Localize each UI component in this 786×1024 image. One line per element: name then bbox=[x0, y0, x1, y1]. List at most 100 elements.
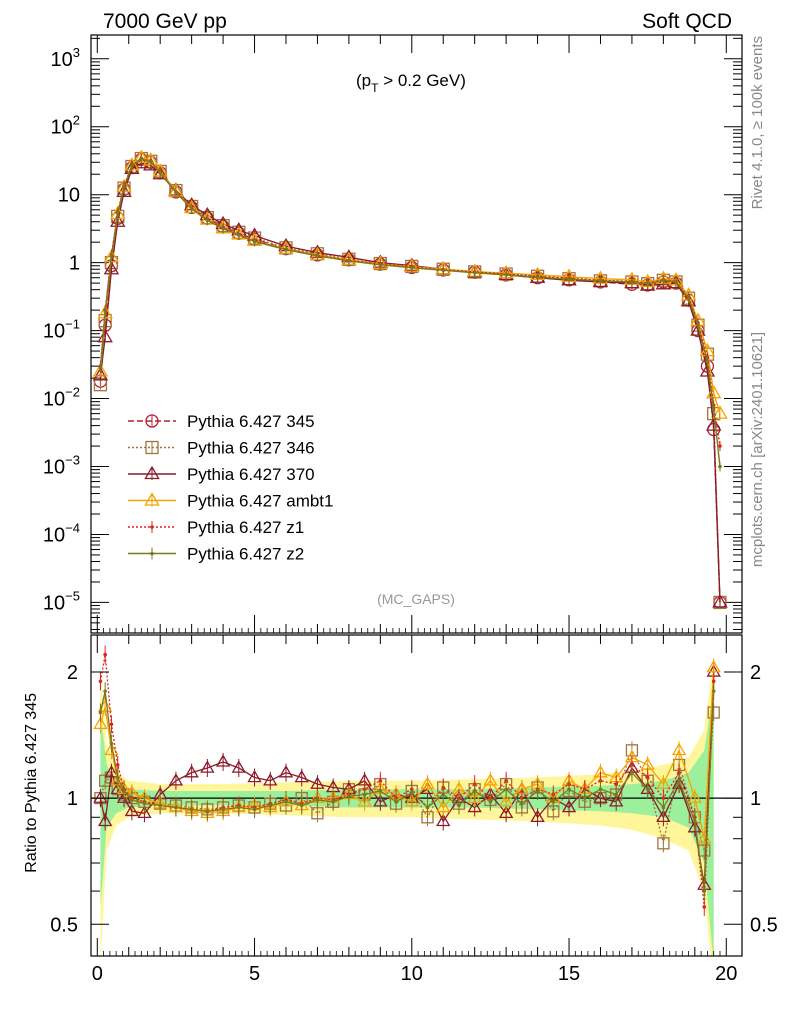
data-point-dot bbox=[504, 273, 508, 277]
data-point-dot bbox=[122, 789, 126, 793]
plot-subtitle-main: (p bbox=[356, 71, 371, 90]
data-point-dot bbox=[315, 798, 320, 802]
data-point-dot bbox=[693, 819, 697, 824]
data-point-dot bbox=[158, 170, 162, 175]
data-point-dot bbox=[299, 803, 304, 808]
data-point-dot bbox=[115, 211, 120, 216]
data-point-dot bbox=[189, 807, 194, 812]
data-point-dot bbox=[268, 803, 273, 808]
ratio-y-tick-label-right: 1 bbox=[750, 788, 761, 810]
main-y-tick-label: 103 bbox=[51, 45, 80, 71]
data-point-dot bbox=[702, 889, 707, 893]
ratio-plot-panel: 0.5 0.5 1 1 2 2 0 5 10 15 20 Ratio to Pythia 6.42… bbox=[23, 634, 778, 985]
legend-entry: Pythia 6.427 370 bbox=[128, 465, 315, 484]
data-point-dot bbox=[677, 778, 681, 783]
main-y-tick-label: 102 bbox=[51, 113, 80, 139]
data-point-dot bbox=[488, 799, 493, 804]
ratio-y-tick-label: 1 bbox=[67, 788, 78, 810]
data-point-dot bbox=[331, 799, 335, 804]
data-point-dot bbox=[378, 789, 383, 793]
main-y-tick-label-base: 10 bbox=[43, 524, 65, 546]
data-point-triangle bbox=[247, 769, 262, 783]
data-point-dot bbox=[711, 407, 716, 411]
legend-entry: Pythia 6.427 z2 bbox=[128, 545, 304, 564]
main-y-tick-label-base: 10 bbox=[43, 389, 65, 411]
main-series-2 bbox=[92, 155, 728, 608]
data-point-dot bbox=[115, 775, 120, 780]
data-point-triangle bbox=[124, 803, 140, 817]
data-point-triangle bbox=[93, 716, 108, 730]
ratio-y-tick-label-right: 2 bbox=[750, 662, 761, 684]
main-plot-frame bbox=[90, 34, 743, 634]
data-point-triangle bbox=[92, 363, 109, 377]
rivet-version-label: Rivet 4.1.0, ≥ 100k events bbox=[749, 36, 766, 209]
main-y-tick-label-exponent: −4 bbox=[65, 520, 80, 535]
data-point-dot bbox=[98, 679, 103, 684]
data-point-dot bbox=[645, 281, 650, 286]
main-y-tick-label-base: 10 bbox=[43, 457, 65, 479]
legend-label: Pythia 6.427 z1 bbox=[187, 518, 304, 537]
plot-subtitle: (pT > 0.2 GeV) bbox=[356, 71, 466, 95]
ratio-y-axis-label: Ratio to Pythia 6.427 345 bbox=[23, 693, 40, 873]
data-point-dot bbox=[504, 787, 508, 792]
data-point-triangle bbox=[110, 205, 126, 220]
data-point-dot bbox=[362, 792, 367, 797]
ratio-series-line bbox=[99, 712, 715, 851]
data-point-triangle bbox=[687, 820, 703, 833]
main-series-line bbox=[99, 158, 721, 603]
data-point-dot bbox=[252, 807, 257, 812]
legend-label: Pythia 6.427 345 bbox=[187, 412, 315, 431]
data-point-triangle bbox=[110, 213, 126, 227]
data-point-triangle bbox=[103, 261, 120, 275]
main-y-tick-label-base: 10 bbox=[58, 185, 80, 207]
x-tick-labels: 0 5 10 15 20 bbox=[92, 963, 738, 985]
main-y-tick-label-exponent: 3 bbox=[73, 45, 80, 60]
ratio-series-line bbox=[99, 690, 715, 892]
data-point-dot bbox=[686, 296, 691, 300]
data-point-triangle bbox=[483, 773, 498, 786]
data-point-dot bbox=[441, 268, 446, 273]
data-point-dot bbox=[347, 259, 351, 263]
data-point-triangle bbox=[561, 799, 577, 813]
data-point-dot bbox=[98, 710, 103, 715]
header-left-title: 7000 GeV pp bbox=[103, 10, 227, 33]
data-point-triangle bbox=[705, 384, 722, 399]
data-point-dot bbox=[394, 799, 398, 804]
data-point-dot bbox=[115, 763, 120, 767]
legend-entry: Pythia 6.427 346 bbox=[128, 439, 315, 458]
data-point-triangle bbox=[705, 417, 722, 431]
x-tick-label: 10 bbox=[401, 963, 423, 985]
data-point-dot bbox=[237, 233, 241, 237]
data-point-triangle bbox=[231, 760, 246, 773]
data-point-triangle bbox=[92, 367, 109, 381]
data-point-triangle bbox=[687, 790, 703, 803]
data-point-dot bbox=[98, 366, 103, 370]
data-point-dot bbox=[567, 787, 571, 792]
data-point-triangle bbox=[263, 773, 278, 786]
ratio-outer-band bbox=[100, 654, 714, 956]
data-point-triangle bbox=[530, 809, 545, 823]
data-point-dot bbox=[457, 803, 461, 808]
plot-subtitle-rest: > 0.2 GeV) bbox=[378, 71, 465, 90]
mcplots-label: mcplots.cern.ch [arXiv:2401.10621] bbox=[749, 332, 766, 567]
x-tick-label: 20 bbox=[715, 963, 737, 985]
data-point-dot bbox=[409, 790, 414, 795]
data-point-triangle bbox=[467, 790, 482, 803]
data-point-triangle bbox=[184, 765, 199, 778]
data-point-square bbox=[145, 440, 159, 455]
data-point-dot bbox=[103, 309, 107, 314]
data-point-dot bbox=[551, 799, 556, 804]
data-point-triangle bbox=[168, 773, 184, 786]
data-point-triangle bbox=[404, 794, 419, 807]
data-point-dot bbox=[378, 262, 383, 267]
data-point-dot bbox=[711, 689, 716, 693]
data-point-dot bbox=[661, 805, 666, 810]
legend-label: Pythia 6.427 370 bbox=[187, 465, 315, 484]
data-point-dot bbox=[130, 798, 134, 802]
main-y-tick-label: 10−3 bbox=[43, 453, 80, 479]
data-point-dot bbox=[221, 226, 225, 231]
data-point-triangle bbox=[467, 799, 482, 813]
data-point-circle bbox=[145, 414, 159, 428]
data-point-triangle bbox=[656, 809, 671, 823]
data-point-triangle bbox=[310, 776, 325, 789]
